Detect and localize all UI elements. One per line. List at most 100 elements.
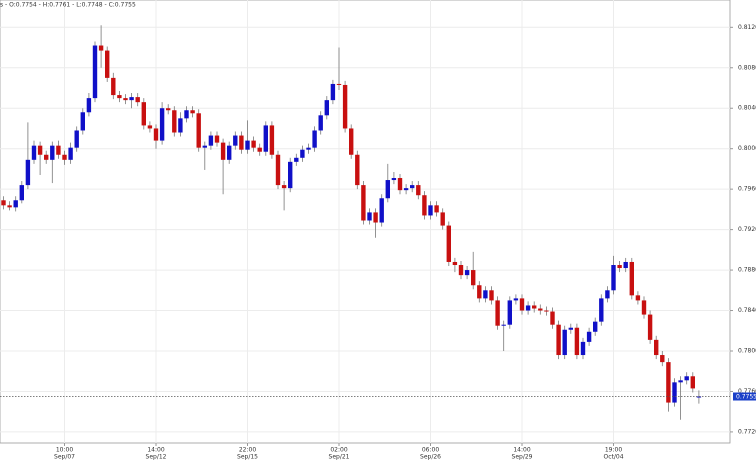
- candle-body: [538, 308, 543, 311]
- candle-body: [7, 205, 12, 208]
- candle-body: [568, 327, 573, 330]
- x-tick-date: Sep/12: [146, 454, 167, 461]
- candle-body: [312, 130, 317, 148]
- candle-body: [452, 261, 458, 266]
- x-tick-time: 22:00: [239, 447, 256, 454]
- candle-body: [458, 265, 464, 276]
- candle-body: [281, 185, 287, 189]
- candle-body: [696, 396, 702, 398]
- candle-body: [294, 157, 299, 162]
- candle-body: [208, 135, 214, 146]
- candle-body: [330, 83, 336, 101]
- candle-body: [257, 147, 262, 152]
- candle-body: [214, 135, 220, 143]
- candle-body: [19, 185, 24, 201]
- candle-body: [306, 147, 311, 150]
- candle-body: [599, 298, 604, 322]
- candle-body: [544, 310, 549, 312]
- candle-body: [684, 376, 689, 381]
- candle-body: [623, 261, 628, 269]
- plot-area: [0, 0, 731, 444]
- candle-body: [349, 128, 354, 155]
- candle-body: [635, 295, 641, 301]
- candle-body: [367, 212, 372, 221]
- candle-body: [269, 125, 275, 155]
- candle-body: [336, 83, 342, 85]
- y-tick-label: 0.8120: [738, 24, 756, 31]
- candle-body: [617, 265, 622, 269]
- x-tick-date: Oct/04: [603, 454, 623, 461]
- candle-body: [117, 95, 122, 99]
- candle-body: [580, 341, 586, 356]
- candle-body: [519, 298, 525, 311]
- candle-body: [184, 110, 189, 119]
- candle-body: [62, 154, 67, 160]
- candle-body: [397, 178, 403, 191]
- candle-body: [647, 314, 653, 340]
- candle-body: [74, 130, 79, 148]
- candle-body: [190, 110, 195, 114]
- x-tick-time: 10:00: [56, 447, 73, 454]
- candle-body: [501, 324, 506, 326]
- candle-body: [105, 50, 110, 78]
- candle-body: [263, 125, 268, 152]
- candle-body: [532, 305, 537, 309]
- candle-body: [233, 135, 238, 146]
- candle-body: [525, 305, 531, 311]
- candle-body: [129, 97, 134, 101]
- candle-body: [80, 112, 85, 131]
- candle-body: [178, 118, 183, 133]
- candle-body: [611, 265, 616, 291]
- candle-body: [166, 108, 171, 111]
- candle-body: [507, 300, 512, 325]
- candle-body: [202, 145, 207, 148]
- candle-body: [593, 321, 598, 332]
- candle-body: [50, 145, 55, 160]
- candle-body: [477, 285, 482, 299]
- candle-body: [410, 185, 415, 189]
- candle-body: [422, 195, 427, 216]
- candle-body: [25, 159, 31, 186]
- candle-body: [489, 290, 494, 301]
- candle-body: [159, 108, 165, 141]
- candle-body: [86, 98, 92, 113]
- candle-body: [98, 45, 104, 51]
- candle-body: [220, 142, 226, 160]
- last-price-label: 0.7755: [736, 393, 756, 400]
- candle-body: [147, 125, 153, 129]
- candle-body: [385, 180, 390, 199]
- candle-body: [111, 77, 116, 96]
- candle-body: [373, 212, 378, 223]
- candle-body: [245, 140, 250, 150]
- x-tick-date: Sep/07: [54, 454, 75, 461]
- candle-body: [153, 128, 159, 141]
- candle-body: [403, 188, 409, 191]
- candle-body: [574, 327, 580, 356]
- candle-body: [123, 98, 128, 101]
- candle-body: [379, 198, 384, 223]
- candle-body: [342, 84, 348, 129]
- candle-body: [239, 135, 244, 150]
- candle-body: [586, 331, 592, 342]
- candle-body: [227, 145, 232, 160]
- candle-body: [446, 225, 451, 262]
- candle-body: [13, 200, 18, 208]
- candle-body: [678, 380, 683, 383]
- candle-body: [355, 154, 360, 186]
- candle-body: [44, 154, 49, 160]
- x-tick-date: Sep/29: [512, 454, 533, 461]
- x-tick-time: 02:00: [330, 447, 347, 454]
- ohlc-header: s - O:0.7754 - H:0.7761 - L:0.7748 - C:0…: [0, 2, 136, 9]
- candle-body: [654, 339, 659, 356]
- candle-body: [550, 311, 555, 325]
- candle-body: [361, 185, 366, 221]
- candle-body: [391, 178, 397, 181]
- candle-body: [1, 200, 6, 206]
